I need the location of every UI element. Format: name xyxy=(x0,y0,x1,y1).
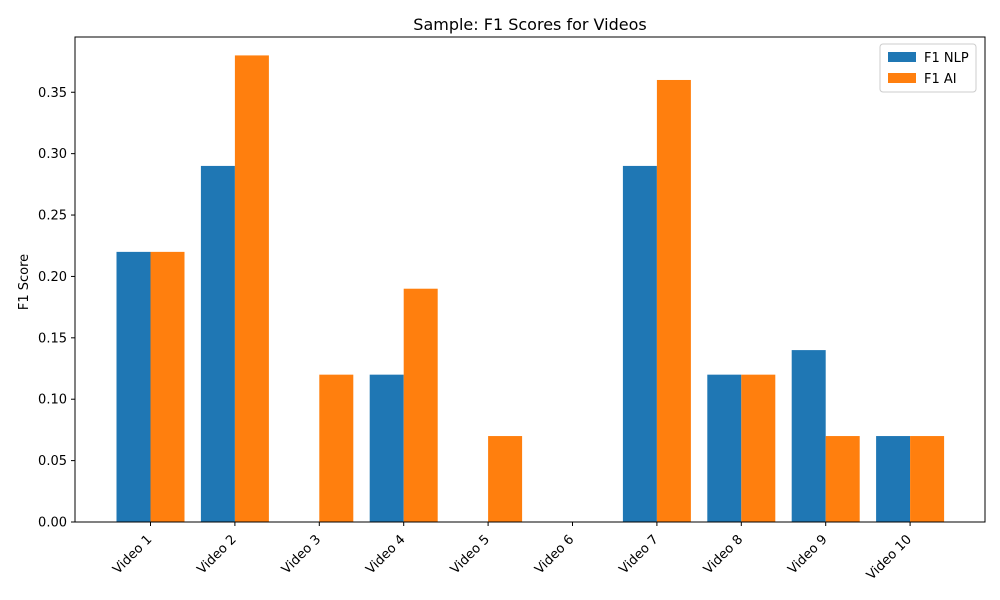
y-tick-label: 0.15 xyxy=(38,331,67,346)
x-tick-label: Video 3 xyxy=(279,532,324,577)
bar-f1-ai xyxy=(403,288,438,522)
legend-entry: F1 AI xyxy=(924,72,957,87)
y-tick-label: 0.25 xyxy=(38,209,67,224)
x-tick-label: Video 8 xyxy=(701,532,746,577)
x-tick-label: Video 5 xyxy=(448,532,493,577)
bar-f1-ai xyxy=(825,436,860,522)
y-axis-label: F1 Score xyxy=(17,254,32,310)
y-axis-ticks: 0.00 0.05 0.10 0.15 0.20 0.25 0.30 0.35 xyxy=(38,86,75,531)
y-tick-label: 0.35 xyxy=(38,86,67,101)
bar-f1-ai xyxy=(234,55,269,522)
bar-f1-nlp xyxy=(116,251,151,522)
bar-f1-ai xyxy=(656,79,691,523)
x-axis-ticks: Video 1 Video 2 Video 3 Video 4 Video 5 Video… xyxy=(110,522,915,583)
bar-f1-nlp xyxy=(369,374,404,522)
legend-entry: F1 NLP xyxy=(924,51,969,66)
y-tick-label: 0.05 xyxy=(38,454,67,469)
bar-f1-nlp xyxy=(876,436,911,522)
y-tick-label: 0.00 xyxy=(38,516,67,531)
plot-frame xyxy=(74,36,986,523)
legend-swatch xyxy=(888,73,916,83)
y-tick-label: 0.10 xyxy=(38,393,67,408)
x-tick-label: Video 6 xyxy=(532,532,577,577)
x-tick-label: Video 4 xyxy=(363,532,408,577)
y-tick-label: 0.30 xyxy=(38,147,67,162)
bar-f1-ai xyxy=(910,436,945,522)
bar-f1-nlp xyxy=(791,350,826,522)
legend-swatch xyxy=(888,52,916,62)
chart-title: Sample: F1 Scores for Videos xyxy=(413,15,646,34)
bar-f1-ai xyxy=(741,374,776,522)
x-tick-label: Video 9 xyxy=(785,532,830,577)
x-tick-label: Video 1 xyxy=(110,532,155,577)
x-tick-label: Video 10 xyxy=(864,532,915,583)
bar-f1-ai xyxy=(319,374,354,522)
x-tick-label: Video 7 xyxy=(617,532,662,577)
bar-f1-nlp xyxy=(622,165,657,522)
x-tick-label: Video 2 xyxy=(195,532,240,577)
bar-f1-ai xyxy=(488,436,523,522)
bar-f1-nlp xyxy=(707,374,742,522)
bar-f1-nlp xyxy=(200,165,235,522)
legend: F1 NLP F1 AI xyxy=(879,43,977,93)
y-tick-label: 0.20 xyxy=(38,270,67,285)
bars xyxy=(116,55,945,523)
bar-f1-ai xyxy=(150,251,185,522)
